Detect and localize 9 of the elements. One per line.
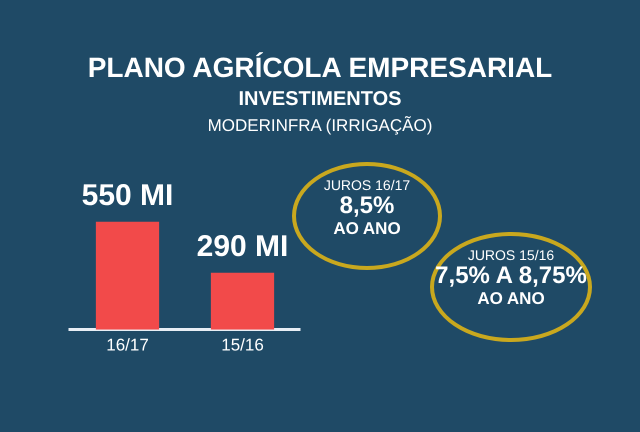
text: JUROS 15/16 7,5% A 8,75% AO ANO (434, 247, 588, 308)
chart-subtitle: INVESTIMENTOS (238, 88, 402, 111)
x-tick-label: 16/17 (106, 335, 149, 354)
text: JUROS 16/17 8,5% AO ANO (322, 177, 412, 238)
data-label: 550 MI (82, 179, 174, 212)
x-tick-label: 15/16 (221, 335, 264, 354)
data-label: 290 MI (196, 230, 288, 264)
text: MODERINFRA (IRRIGAÇÃO) (206, 116, 434, 136)
chart-title: PLANO AGRÍCOLA EMPRESARIAL (86, 52, 554, 84)
